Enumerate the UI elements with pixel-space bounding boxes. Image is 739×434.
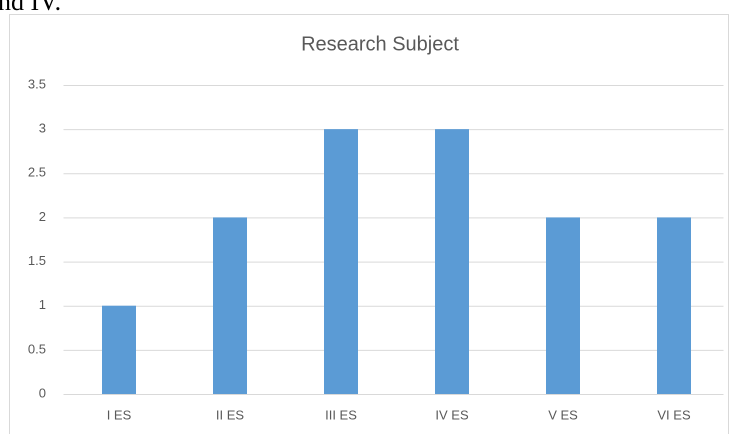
bar [435, 129, 469, 394]
x-tick-label: III ES [325, 407, 357, 422]
x-tick-label: VI ES [657, 407, 691, 422]
x-tick-label: V ES [548, 407, 578, 422]
y-tick-label: 0.5 [28, 341, 46, 356]
chart-title: Research Subject [301, 33, 459, 55]
bar [546, 217, 580, 394]
y-tick-label: 2.5 [28, 165, 46, 180]
bar [324, 129, 358, 394]
context-text: nd IV. [0, 0, 61, 16]
bar [657, 217, 691, 394]
y-tick-label: 3 [39, 121, 46, 136]
x-tick-label: II ES [216, 407, 245, 422]
y-tick-label: 3.5 [28, 76, 46, 91]
y-tick-label: 2 [39, 209, 46, 224]
chart-border [9, 14, 729, 434]
y-tick-label: 1.5 [28, 253, 46, 268]
y-tick-label: 1 [39, 297, 46, 312]
x-tick-label: IV ES [435, 407, 469, 422]
bar [213, 217, 247, 394]
bar [102, 305, 136, 394]
x-tick-label: I ES [107, 407, 132, 422]
y-tick-label: 0 [39, 385, 46, 400]
